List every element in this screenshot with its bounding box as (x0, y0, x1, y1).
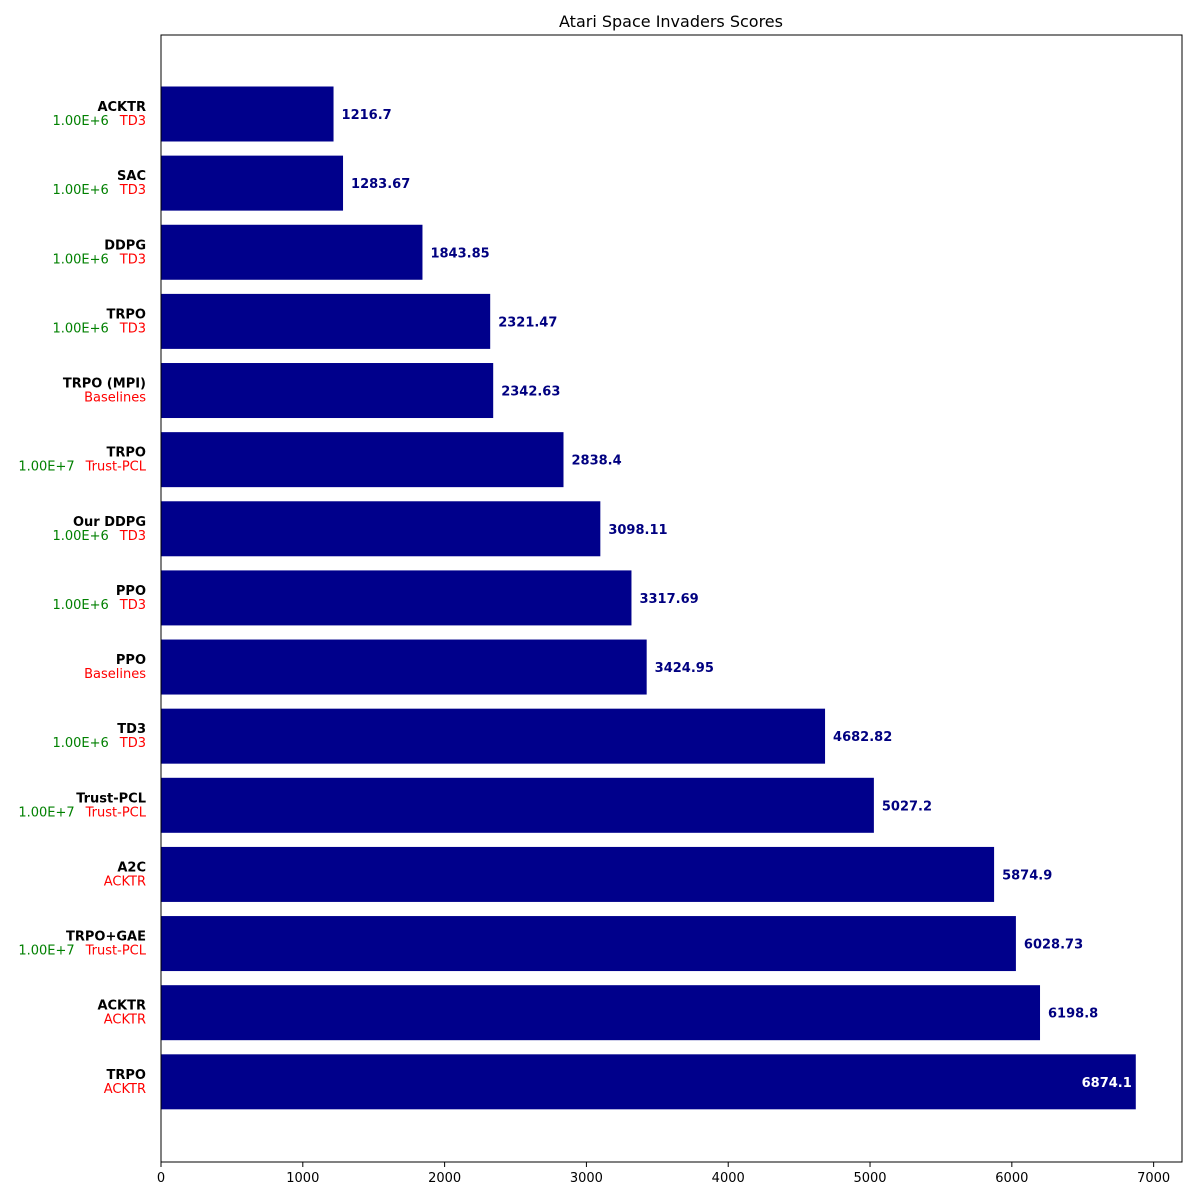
category-source-label: TD3 (119, 598, 146, 613)
category-source-label: TD3 (119, 321, 146, 336)
category-source-label: Baselines (84, 391, 146, 406)
category-label: ACKTR (97, 999, 146, 1014)
category-source-label: Trust-PCL (85, 460, 147, 475)
category-source-label: TD3 (119, 529, 146, 544)
category-steps-label: 1.00E+7 (18, 460, 74, 475)
category-source-label: Baselines (84, 667, 146, 682)
category-steps-label: 1.00E+6 (52, 529, 108, 544)
bar (161, 777, 874, 833)
x-tick-label: 6000 (995, 1171, 1028, 1186)
bars-layer (161, 86, 1136, 1110)
bar (161, 708, 826, 764)
bar-value-label: 2321.47 (498, 315, 557, 330)
x-axis: 0 1000 2000 3000 4000 5000 6000 7000 (157, 1162, 1170, 1186)
category-steps-label: 1.00E+6 (52, 321, 108, 336)
bar (161, 501, 601, 557)
category-steps-label: 1.00E+7 (18, 944, 74, 959)
bar-value-label: 5874.9 (1002, 868, 1052, 883)
bar-value-label: 2342.63 (501, 385, 560, 400)
category-label: DDPG (104, 238, 146, 253)
category-steps-label: 1.00E+6 (52, 736, 108, 751)
x-tick-label: 1000 (286, 1171, 319, 1186)
x-tick-label: 3000 (570, 1171, 603, 1186)
category-label: TRPO (MPI) (63, 377, 146, 392)
bar (161, 224, 423, 280)
x-tick-label: 4000 (712, 1171, 745, 1186)
category-label: TRPO+GAE (66, 930, 146, 945)
category-label: A2C (117, 860, 146, 875)
x-tick-label: 0 (157, 1171, 165, 1186)
category-label: TRPO (107, 307, 146, 322)
category-steps-label: 1.00E+6 (52, 598, 108, 613)
category-source-label: TD3 (119, 252, 146, 267)
category-source-label: Trust-PCL (85, 805, 147, 820)
category-labels-layer: ACKTRTD31.00E+6SACTD31.00E+6DDPGTD31.00E… (18, 100, 146, 1097)
category-label: ACKTR (97, 100, 146, 115)
bar (161, 916, 1016, 972)
bar (161, 570, 632, 626)
x-tick-label: 7000 (1137, 1171, 1170, 1186)
bar-value-label: 1283.67 (351, 177, 410, 192)
category-source-label: ACKTR (104, 1082, 146, 1097)
bar (161, 363, 494, 419)
category-steps-label: 1.00E+7 (18, 805, 74, 820)
category-source-label: TD3 (119, 736, 146, 751)
category-steps-label: 1.00E+6 (52, 114, 108, 129)
bar (161, 846, 995, 902)
value-labels-layer: 1216.7 1283.67 1843.85 2321.47 2342.63 2838.4… (342, 108, 1132, 1091)
bar (161, 432, 564, 488)
bar (161, 155, 344, 211)
bar (161, 293, 491, 349)
category-label: Our DDPG (73, 515, 146, 530)
category-source-label: TD3 (119, 183, 146, 198)
bar-value-label: 2838.4 (572, 454, 622, 469)
bar-value-label: 4682.82 (833, 730, 892, 745)
bar (161, 1054, 1136, 1110)
category-source-label: TD3 (119, 114, 146, 129)
bar-value-label: 6198.8 (1048, 1007, 1098, 1022)
category-label: PPO (116, 653, 146, 668)
bar-value-label: 3424.95 (655, 661, 714, 676)
category-source-label: Trust-PCL (85, 944, 147, 959)
x-tick-label: 2000 (428, 1171, 461, 1186)
category-source-label: ACKTR (104, 874, 146, 889)
bar-value-label: 3098.11 (608, 523, 667, 538)
category-label: TD3 (117, 722, 146, 737)
category-label: TRPO (107, 446, 146, 461)
plot-frame (160, 34, 1183, 1163)
bar-value-label: 5027.2 (882, 799, 932, 814)
category-label: PPO (116, 584, 146, 599)
category-steps-label: 1.00E+6 (52, 252, 108, 267)
bar-value-label: 3317.69 (639, 592, 698, 607)
category-steps-label: 1.00E+6 (52, 183, 108, 198)
chart-title: Atari Space Invaders Scores (559, 12, 783, 31)
bar (161, 985, 1041, 1041)
category-label: SAC (117, 169, 146, 184)
bar (161, 639, 647, 695)
bar-value-label: 6028.73 (1024, 938, 1083, 953)
bar-value-label: 6874.1 (1082, 1076, 1132, 1091)
bar-value-label: 1216.7 (342, 108, 392, 123)
category-label: Trust-PCL (76, 791, 146, 806)
bar (161, 86, 334, 142)
category-label: TRPO (107, 1068, 146, 1083)
x-tick-label: 5000 (853, 1171, 886, 1186)
bar-value-label: 1843.85 (430, 246, 489, 261)
category-source-label: ACKTR (104, 1013, 146, 1028)
